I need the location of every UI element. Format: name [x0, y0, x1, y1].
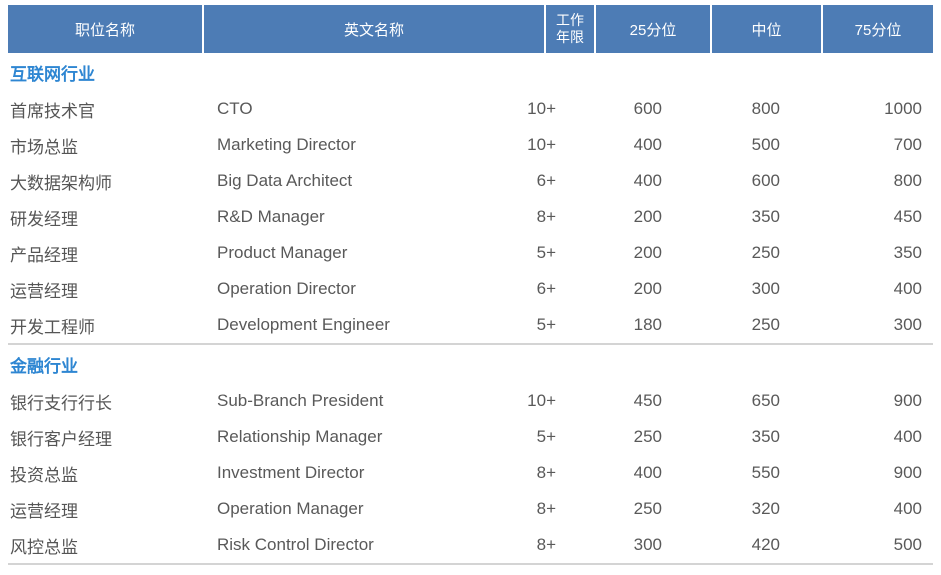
- p75-cell: 800: [893, 171, 922, 190]
- years-cell: 8+: [536, 499, 556, 518]
- position-cell: 银行客户经理: [10, 429, 112, 449]
- english-cell: Relationship Manager: [217, 427, 383, 446]
- median-cell: 600: [751, 171, 780, 190]
- p25-cell: 400: [633, 135, 662, 154]
- salary-table: 职位名称 英文名称 工作 年限 25分位 中位 75分位 互联网行业首席技术官 CTO 10+…: [8, 5, 933, 565]
- p25-cell: 400: [633, 171, 662, 190]
- years-cell: 6+: [536, 171, 556, 190]
- table-row: 银行支行行长 Sub-Branch President 10+ 450 650 900: [8, 383, 933, 419]
- header-row: 职位名称 英文名称 工作 年限 25分位 中位 75分位: [8, 5, 933, 53]
- table-row: 市场总监 Marketing Director 10+ 400 500 700: [8, 127, 933, 163]
- p75-cell: 400: [893, 279, 922, 298]
- median-cell: 650: [751, 391, 780, 410]
- column-header-p75: 75分位: [821, 5, 933, 53]
- position-cell: 运营经理: [10, 281, 78, 301]
- section-row: 互联网行业: [8, 53, 933, 91]
- p25-cell: 450: [633, 391, 662, 410]
- table-row: 研发经理 R&D Manager 8+ 200 350 450: [8, 199, 933, 235]
- position-cell: 大数据架构师: [10, 173, 112, 193]
- p25-cell: 200: [633, 279, 662, 298]
- english-cell: Investment Director: [217, 463, 365, 482]
- p75-cell: 400: [893, 499, 922, 518]
- column-header-english: 英文名称: [202, 5, 545, 53]
- p25-cell: 180: [633, 315, 662, 334]
- p75-cell: 400: [893, 427, 922, 446]
- table-row: 首席技术官 CTO 10+ 600 800 1000: [8, 91, 933, 127]
- section-row: 金融行业: [8, 343, 933, 383]
- p25-cell: 200: [633, 243, 662, 262]
- years-cell: 8+: [536, 463, 556, 482]
- p75-cell: 500: [820, 527, 933, 565]
- p75-cell: 900: [893, 463, 922, 482]
- p75-cell: 1000: [884, 99, 922, 118]
- english-cell: Product Manager: [217, 243, 348, 262]
- position-cell: 开发工程师: [10, 317, 95, 337]
- english-cell: Marketing Director: [217, 135, 356, 154]
- position-cell: 风控总监: [8, 527, 203, 565]
- p75-cell: 350: [893, 243, 922, 262]
- position-cell: 产品经理: [10, 245, 78, 265]
- column-header-p25: 25分位: [594, 5, 711, 53]
- table-row: 开发工程师 Development Engineer 5+ 180 250 300: [8, 307, 933, 344]
- salary-table-body: 互联网行业首席技术官 CTO 10+ 600 800 1000 市场总监 Marketing …: [8, 53, 933, 565]
- english-cell: CTO: [217, 99, 253, 118]
- english-cell: Development Engineer: [217, 315, 390, 334]
- median-cell: 350: [751, 207, 780, 226]
- p75-cell: 450: [893, 207, 922, 226]
- median-cell: 300: [751, 279, 780, 298]
- p75-cell: 300: [893, 315, 922, 334]
- salary-table-header: 职位名称 英文名称 工作 年限 25分位 中位 75分位: [8, 5, 933, 53]
- median-cell: 420: [709, 527, 820, 565]
- p25-cell: 300: [596, 527, 709, 565]
- p25-cell: 250: [633, 499, 662, 518]
- p25-cell: 250: [633, 427, 662, 446]
- english-cell: R&D Manager: [217, 207, 325, 226]
- median-cell: 250: [751, 243, 780, 262]
- position-cell: 运营经理: [10, 501, 78, 521]
- median-cell: 250: [751, 315, 780, 334]
- years-cell: 6+: [536, 279, 556, 298]
- section-title: 金融行业: [8, 343, 933, 383]
- column-header-years: 工作 年限: [544, 5, 595, 53]
- p75-cell: 900: [893, 391, 922, 410]
- median-cell: 800: [751, 99, 780, 118]
- english-cell: Operation Manager: [217, 499, 364, 518]
- years-cell: 5+: [536, 315, 556, 334]
- years-cell: 10+: [527, 99, 556, 118]
- median-cell: 500: [751, 135, 780, 154]
- english-cell: Sub-Branch President: [217, 391, 384, 410]
- table-row: 产品经理 Product Manager 5+ 200 250 350: [8, 235, 933, 271]
- table-row: 投资总监 Investment Director 8+ 400 550 900: [8, 455, 933, 491]
- section-title: 互联网行业: [10, 64, 95, 84]
- median-cell: 320: [751, 499, 780, 518]
- table-row: 运营经理 Operation Manager 8+ 250 320 400: [8, 491, 933, 527]
- column-header-median: 中位: [710, 5, 822, 53]
- years-cell: 10+: [527, 135, 556, 154]
- table-row: 银行客户经理 Relationship Manager 5+ 250 350 400: [8, 419, 933, 455]
- table-row: 风控总监 Risk Control Director 8+ 300 420 500: [8, 527, 933, 565]
- years-cell: 8+: [536, 207, 556, 226]
- median-cell: 350: [751, 427, 780, 446]
- p25-cell: 600: [633, 99, 662, 118]
- years-cell: 5+: [536, 243, 556, 262]
- position-cell: 首席技术官: [10, 101, 95, 121]
- position-cell: 市场总监: [10, 137, 78, 157]
- table-row: 运营经理 Operation Director 6+ 200 300 400: [8, 271, 933, 307]
- years-cell: 8+: [525, 527, 596, 565]
- p25-cell: 400: [633, 463, 662, 482]
- position-cell: 银行支行行长: [10, 393, 112, 413]
- english-cell: Big Data Architect: [217, 171, 353, 190]
- p75-cell: 700: [893, 135, 922, 154]
- years-cell: 10+: [527, 391, 556, 410]
- english-cell: Risk Control Director: [203, 527, 525, 565]
- p25-cell: 200: [633, 207, 662, 226]
- position-cell: 研发经理: [10, 209, 78, 229]
- years-cell: 5+: [536, 427, 556, 446]
- english-cell: Operation Director: [217, 279, 356, 298]
- table-row: 大数据架构师 Big Data Architect 6+ 400 600 800: [8, 163, 933, 199]
- median-cell: 550: [751, 463, 780, 482]
- position-cell: 投资总监: [10, 465, 78, 485]
- column-header-position: 职位名称: [8, 5, 203, 53]
